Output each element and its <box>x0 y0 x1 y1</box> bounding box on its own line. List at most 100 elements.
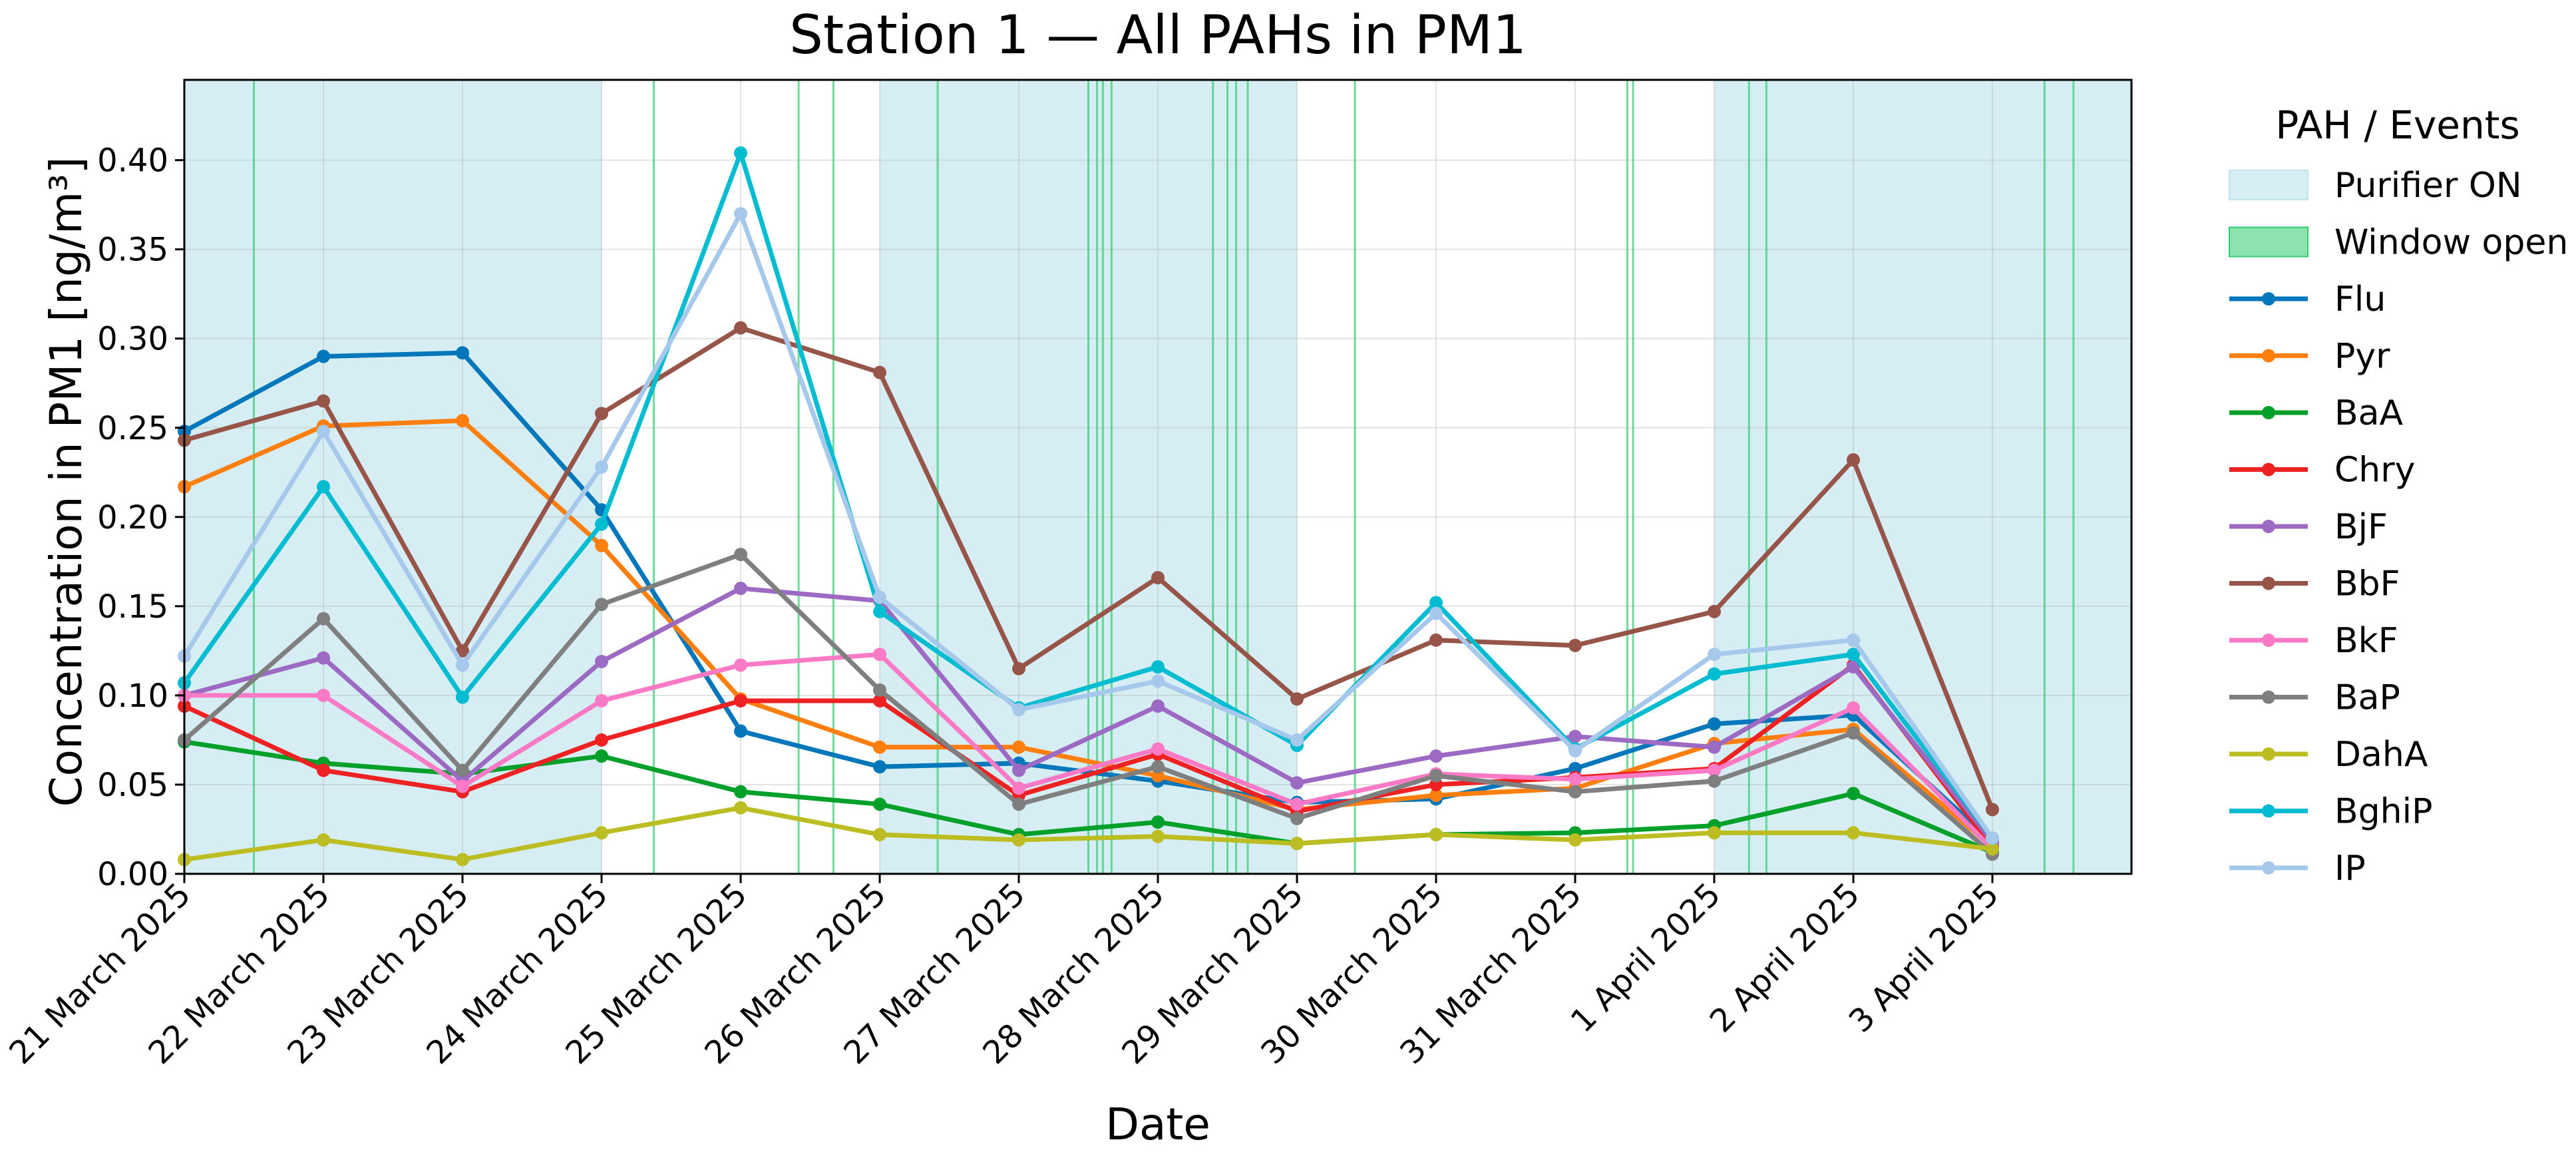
data-point <box>734 582 747 596</box>
data-point <box>1290 797 1304 811</box>
data-point <box>734 207 747 221</box>
data-point <box>317 394 330 408</box>
data-point <box>317 763 330 777</box>
data-point <box>873 797 886 811</box>
data-point <box>873 648 886 662</box>
data-point <box>456 644 469 658</box>
legend-label: BaA <box>2334 393 2404 433</box>
data-point <box>1568 833 1582 847</box>
legend-label: Chry <box>2334 451 2415 490</box>
y-tick-label: 0.05 <box>97 767 168 804</box>
data-point <box>1847 453 1860 467</box>
y-tick-label: 0.30 <box>97 321 168 358</box>
legend-marker <box>2262 292 2275 305</box>
data-point <box>1568 744 1582 758</box>
x-tick-label: 1 April 2025 <box>1564 876 1728 1040</box>
legend: PAH / Events Purifier ON Window open Flu Py… <box>2229 102 2568 888</box>
data-point <box>456 763 469 777</box>
data-point <box>1429 789 1443 803</box>
series-line <box>182 350 1995 845</box>
y-tick-label: 0.25 <box>97 410 168 447</box>
legend-marker <box>2262 690 2275 704</box>
data-point <box>1847 648 1860 662</box>
data-point <box>1151 660 1165 674</box>
data-point <box>1151 815 1165 829</box>
data-point <box>1012 740 1025 754</box>
data-point <box>1151 829 1165 843</box>
data-point <box>1151 674 1165 688</box>
data-point <box>595 460 608 474</box>
data-point <box>1847 726 1860 740</box>
data-point <box>1708 648 1721 662</box>
data-point <box>1012 763 1025 777</box>
data-point <box>873 590 886 604</box>
data-point <box>1012 703 1025 717</box>
series-line <box>182 325 1995 812</box>
data-point <box>317 688 330 702</box>
data-point <box>456 853 469 867</box>
data-point <box>456 658 469 672</box>
legend-label: BkF <box>2334 621 2398 661</box>
data-point <box>734 321 747 335</box>
data-point <box>734 785 747 799</box>
x-axis-label: Date <box>1105 1099 1210 1150</box>
legend-label: BaP <box>2334 678 2400 718</box>
data-point <box>1847 633 1860 647</box>
data-point <box>595 598 608 612</box>
data-point <box>1847 701 1860 715</box>
data-point <box>317 612 330 626</box>
purifier-span <box>184 80 602 874</box>
data-point <box>734 658 747 672</box>
y-tick-label: 0.35 <box>97 232 168 269</box>
data-point <box>1429 606 1443 620</box>
data-point <box>1290 692 1304 706</box>
legend-marker <box>2262 747 2275 761</box>
data-point <box>1847 826 1860 840</box>
data-point <box>595 749 608 763</box>
data-point <box>1708 774 1721 788</box>
series-line <box>182 211 1995 841</box>
data-point <box>595 407 608 421</box>
data-point <box>1429 596 1443 610</box>
data-point <box>873 760 886 774</box>
data-point <box>1290 733 1304 747</box>
data-point <box>456 690 469 704</box>
data-point <box>1290 837 1304 851</box>
data-point <box>1151 570 1165 584</box>
data-point <box>456 779 469 793</box>
data-point <box>873 683 886 697</box>
legend-marker <box>2262 406 2275 419</box>
legend-label: BghiP <box>2334 792 2432 832</box>
data-point <box>1708 763 1721 777</box>
data-point <box>317 651 330 665</box>
series-line <box>182 586 1995 845</box>
data-point <box>1290 776 1304 790</box>
data-point <box>734 548 747 562</box>
legend-marker <box>2262 634 2275 647</box>
data-point <box>1986 803 1999 817</box>
data-point <box>317 480 330 494</box>
data-point <box>317 349 330 363</box>
data-point <box>1708 604 1721 618</box>
data-point <box>1429 769 1443 783</box>
legend-label: BbF <box>2334 564 2400 604</box>
data-point <box>1151 699 1165 713</box>
data-point <box>1290 811 1304 825</box>
data-point <box>595 826 608 840</box>
series-bbf <box>178 321 1999 817</box>
series-line <box>182 652 1995 851</box>
data-point <box>734 724 747 738</box>
legend-marker <box>2262 349 2275 363</box>
data-point <box>317 425 330 439</box>
data-point <box>1012 797 1025 811</box>
legend-label: Purifier ON <box>2334 166 2522 206</box>
x-tick-label: 3 April 2025 <box>1842 876 2006 1040</box>
series-line <box>182 418 1995 850</box>
data-point <box>1429 633 1443 647</box>
data-point <box>1847 787 1860 801</box>
data-point <box>1708 667 1721 681</box>
legend-swatch-purifier <box>2229 170 2308 200</box>
legend-title: PAH / Events <box>2275 102 2519 148</box>
legend-label: Window open <box>2334 223 2568 263</box>
data-point <box>1012 781 1025 795</box>
